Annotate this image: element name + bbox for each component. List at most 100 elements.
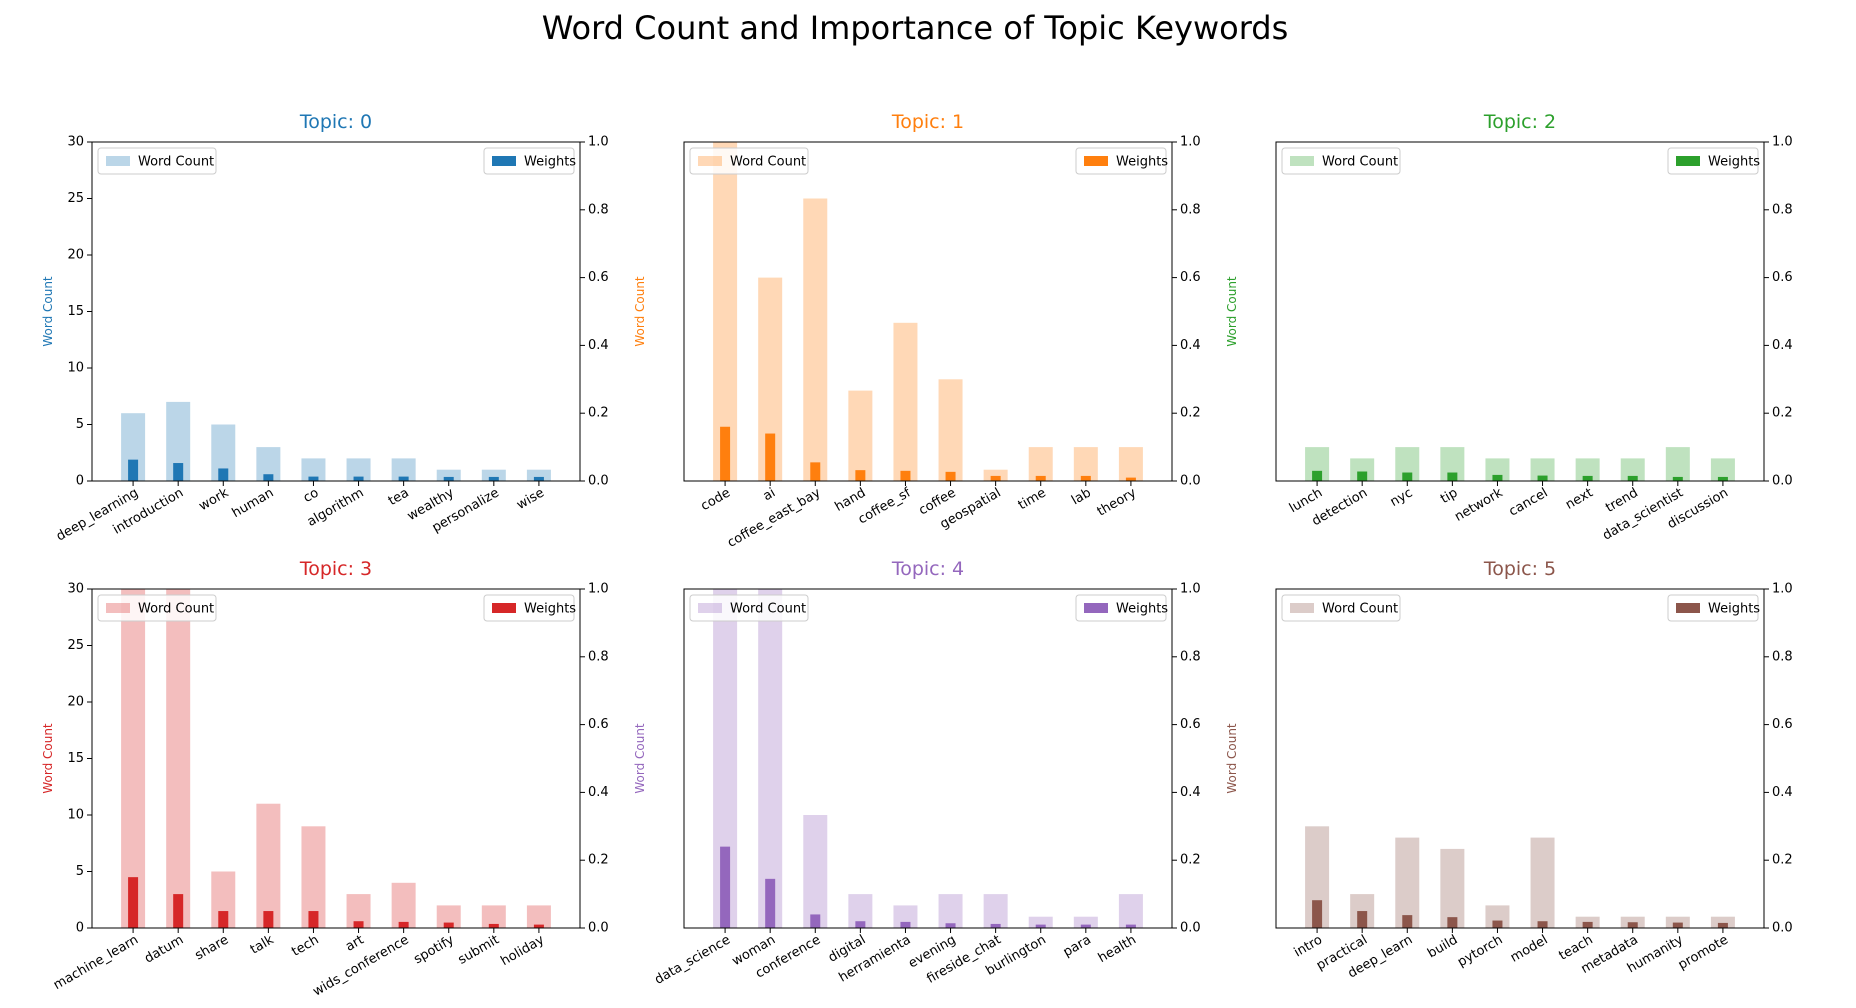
y-axis-label: Word Count: [1225, 723, 1239, 794]
weight-bar-detection: [1357, 471, 1368, 481]
right-tick-label: 0.0: [1180, 474, 1201, 489]
weight-bar-co: [308, 476, 319, 481]
legend-box: [1667, 594, 1759, 622]
left-tick-label: 25: [67, 638, 84, 653]
x-tick-label: wise: [514, 485, 547, 512]
left-tick-label: 20: [67, 248, 84, 263]
count-bar-woman: [758, 589, 783, 928]
weight-bar-theory: [1125, 477, 1136, 481]
weight-bar-humanity: [1672, 922, 1683, 928]
x-tick-label: ai: [761, 485, 779, 504]
weight-bar-machine_learn: [128, 877, 139, 928]
weight-bar-metadata: [1627, 922, 1638, 928]
weight-bar-deep_learning: [128, 459, 139, 481]
right-tick-label: 0.0: [588, 474, 609, 489]
legend-box: [97, 594, 217, 622]
count-bar-next: [1575, 458, 1600, 481]
count-bar-co: [301, 458, 326, 481]
count-bar-para: [1073, 916, 1098, 928]
x-tick-label: lab: [1069, 485, 1094, 508]
subplot-title: Topic: 5: [1483, 558, 1556, 580]
y-axis-label: Word Count: [633, 723, 647, 794]
x-tick-label: co: [301, 485, 322, 506]
legend-swatch: [1084, 156, 1108, 166]
x-tick-label: cancel: [1507, 485, 1551, 519]
subplot-title: Topic: 0: [299, 111, 372, 133]
legend-box: [1667, 147, 1759, 175]
count-bar-time: [1028, 447, 1053, 481]
weight-bar-build: [1447, 917, 1458, 928]
x-tick-label: art: [343, 932, 366, 954]
weight-bar-spotify: [443, 922, 454, 928]
weight-bar-evening: [945, 923, 956, 928]
weight-bar-lunch: [1312, 470, 1323, 481]
count-bar-promote: [1710, 916, 1735, 928]
weight-bar-code: [720, 426, 731, 481]
weight-bar-coffee_east_bay: [810, 462, 821, 481]
weight-bar-datum: [173, 894, 184, 928]
weight-bar-conference: [810, 914, 821, 928]
count-bar-conference: [803, 815, 828, 928]
weight-bar-fireside_chat: [990, 923, 1001, 928]
legend-label: Weights: [1116, 155, 1168, 170]
y-axis-label: Word Count: [41, 276, 55, 347]
right-tick-label: 0.0: [588, 921, 609, 936]
right-tick-label: 0.2: [588, 853, 609, 868]
weight-bar-hand: [855, 470, 866, 481]
legend-swatch: [1290, 156, 1314, 166]
weight-bar-woman: [765, 878, 776, 928]
weight-bar-data_scientist: [1672, 476, 1683, 481]
weight-bar-health: [1125, 924, 1136, 928]
weight-bar-model: [1537, 921, 1548, 928]
count-bar-submit: [481, 905, 506, 928]
weight-bar-lab: [1080, 475, 1091, 481]
legend-swatch: [698, 156, 722, 166]
legend-box: [1075, 147, 1167, 175]
x-tick-label: work: [197, 485, 232, 514]
x-tick-label: promote: [1676, 932, 1731, 972]
legend-box: [1281, 147, 1401, 175]
x-tick-label: para: [1061, 932, 1094, 960]
right-tick-label: 0.4: [1772, 785, 1793, 800]
legend-weights: Weights: [1075, 594, 1168, 622]
legend-word-count: Word Count: [97, 594, 217, 622]
weight-bar-coffee: [945, 471, 956, 481]
count-bar-model: [1530, 837, 1555, 928]
subplot-topic-0: 0510152025300.00.20.40.60.81.0deep_learn…: [41, 111, 609, 544]
right-tick-label: 1.0: [1772, 135, 1793, 150]
count-bar-cancel: [1530, 458, 1555, 481]
legend-swatch: [492, 156, 516, 166]
plot-frame: [1275, 588, 1765, 929]
right-tick-label: 1.0: [1180, 582, 1201, 597]
right-tick-label: 1.0: [588, 582, 609, 597]
weight-bar-digital: [855, 921, 866, 928]
weight-bar-wids_conference: [398, 921, 409, 928]
count-bar-hand: [848, 390, 873, 481]
count-bar-detection: [1350, 458, 1375, 481]
weight-bar-tea: [398, 476, 409, 481]
weight-bar-wise: [533, 476, 544, 481]
weight-bar-work: [218, 468, 229, 481]
weight-bar-submit: [488, 923, 499, 928]
legend-box: [483, 147, 575, 175]
legend-swatch: [106, 603, 130, 613]
left-tick-label: 30: [67, 582, 84, 597]
x-tick-label: tea: [386, 485, 412, 509]
right-tick-label: 1.0: [1180, 135, 1201, 150]
legend-box: [689, 147, 809, 175]
count-bar-datum: [166, 589, 191, 928]
weight-bar-human: [263, 474, 274, 481]
left-tick-label: 30: [67, 135, 84, 150]
legend-box: [97, 147, 217, 175]
weight-bar-personalize: [488, 476, 499, 481]
count-bar-network: [1485, 458, 1510, 481]
weight-bar-burlington: [1035, 924, 1046, 928]
count-bar-data_scientist: [1665, 447, 1690, 481]
count-bar-burlington: [1028, 916, 1053, 928]
right-tick-label: 0.4: [588, 785, 609, 800]
count-bar-deep_learn: [1395, 837, 1420, 928]
x-tick-label: model: [1508, 932, 1551, 965]
